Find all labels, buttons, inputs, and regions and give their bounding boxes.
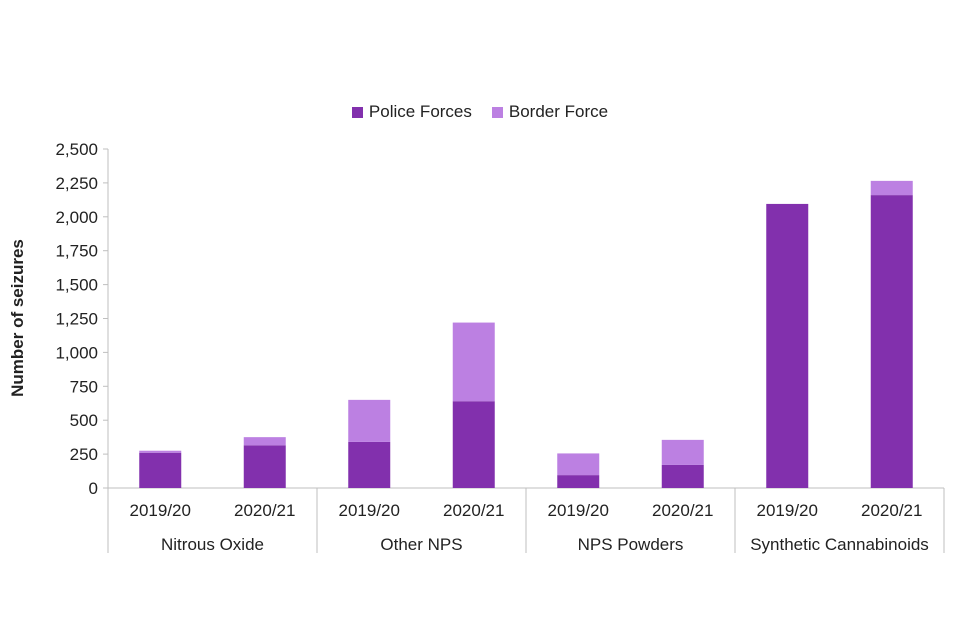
y-tick-label: 250 — [70, 445, 98, 464]
bar-border-force — [348, 399, 391, 442]
bar-police-forces — [661, 464, 704, 488]
y-tick-label: 750 — [70, 377, 98, 396]
bar-police-forces — [243, 445, 286, 488]
x-tick-label: 2019/20 — [339, 501, 400, 520]
legend-label-police-forces: Police Forces — [368, 102, 472, 121]
group-label: NPS Powders — [578, 535, 684, 554]
bar-police-forces — [348, 441, 391, 488]
bar-police-forces — [452, 401, 495, 488]
bar-police-forces — [139, 452, 182, 488]
group-label: Synthetic Cannabinoids — [750, 535, 929, 554]
x-tick-label: 2020/21 — [443, 501, 504, 520]
bar-border-force — [139, 450, 182, 453]
y-tick-label: 500 — [70, 411, 98, 430]
x-tick-label: 2020/21 — [861, 501, 922, 520]
group-label: Nitrous Oxide — [161, 535, 264, 554]
legend-item-police-forces: Police Forces — [351, 102, 472, 122]
y-tick-label: 2,250 — [55, 174, 98, 193]
y-tick-label: 0 — [89, 479, 98, 498]
x-tick-label: 2019/20 — [130, 501, 191, 520]
y-tick-label: 2,000 — [55, 208, 98, 227]
y-tick-label: 1,500 — [55, 276, 98, 295]
x-tick-label: 2019/20 — [757, 501, 818, 520]
y-tick-label: 2,500 — [55, 140, 98, 159]
x-tick-label: 2019/20 — [548, 501, 609, 520]
bar-police-forces — [557, 475, 600, 488]
bar-police-forces — [766, 203, 809, 488]
y-tick-label: 1,750 — [55, 242, 98, 261]
bar-border-force — [452, 322, 495, 402]
legend-label-border-force: Border Force — [508, 102, 609, 121]
bar-police-forces — [870, 195, 913, 488]
x-tick-label: 2020/21 — [652, 501, 713, 520]
legend-swatch-border-force — [491, 106, 503, 118]
bar-border-force — [243, 437, 286, 446]
bar-border-force — [870, 180, 913, 196]
group-label: Other NPS — [380, 535, 462, 554]
chart-legend: Police Forces Border Force — [0, 102, 960, 122]
y-tick-label: 1,000 — [55, 343, 98, 362]
legend-swatch-police-forces — [351, 106, 363, 118]
bar-border-force — [661, 439, 704, 465]
legend-item-border-force: Border Force — [491, 102, 609, 122]
y-tick-label: 1,250 — [55, 310, 98, 329]
bar-border-force — [557, 453, 600, 476]
x-tick-label: 2020/21 — [234, 501, 295, 520]
